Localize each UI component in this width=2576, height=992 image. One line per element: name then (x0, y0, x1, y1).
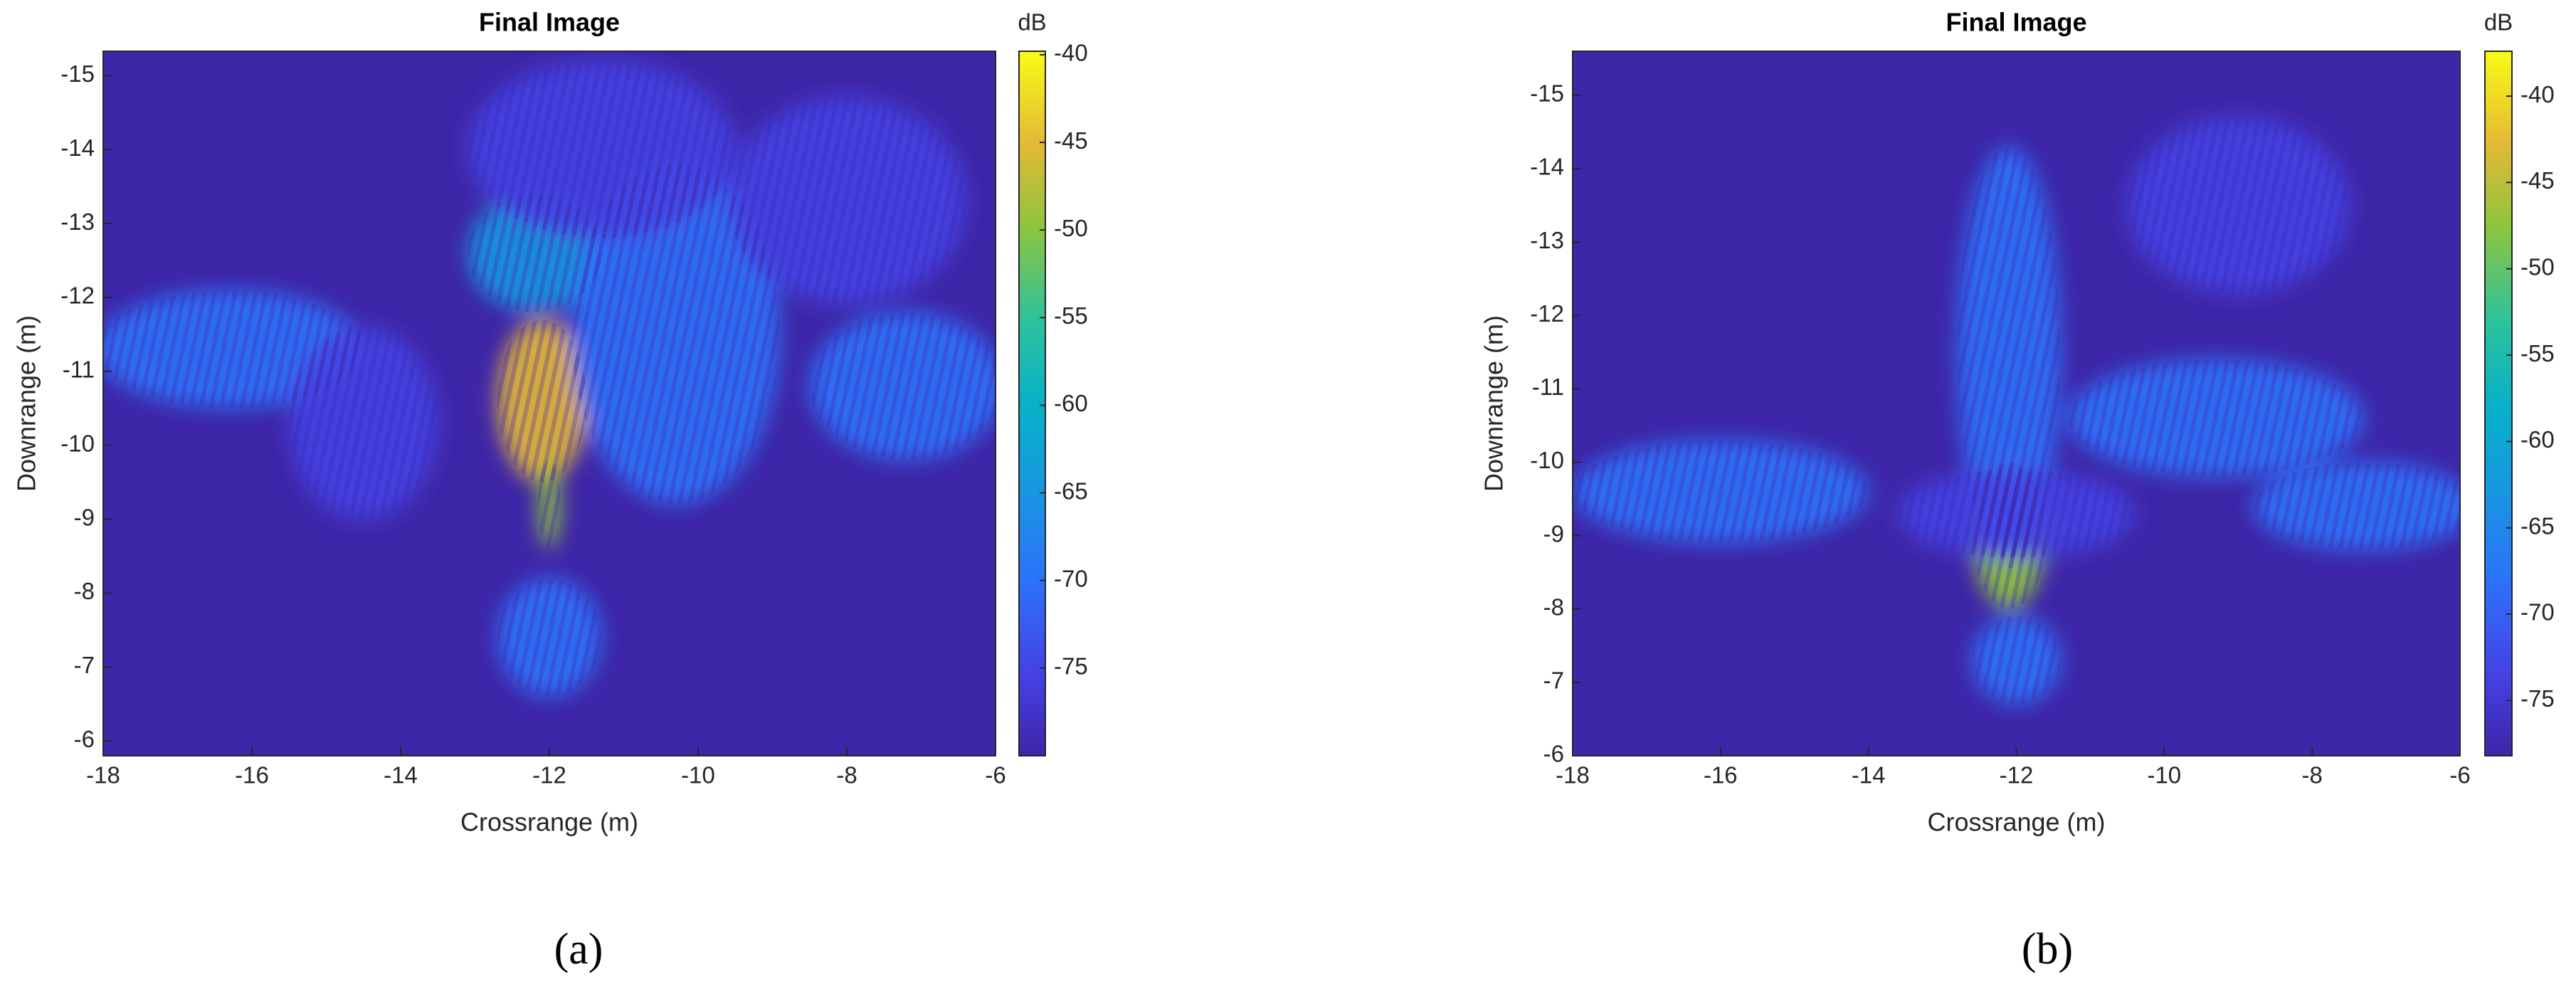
colorbar-tick-label: -60 (1054, 390, 1088, 416)
speckle (497, 578, 602, 697)
colorbar-tick-label: -70 (1054, 565, 1088, 591)
speckle (809, 312, 996, 460)
y-tick-label: -11 (63, 357, 95, 383)
speckle (1972, 616, 2061, 705)
panel-label: (a) (554, 925, 603, 973)
y-axis-label: Downrange (m) (1479, 315, 1509, 492)
colorbar-tick-label: -50 (1054, 215, 1088, 241)
y-tick-label: -6 (1543, 741, 1564, 767)
speckle (497, 320, 587, 482)
speckle (1957, 147, 2061, 558)
image-field (103, 60, 996, 697)
x-tick-label: -6 (2449, 762, 2470, 788)
x-axis-label: Crossrange (m) (460, 808, 638, 837)
y-tick-label: -14 (60, 134, 95, 161)
y-tick-label: -13 (1530, 227, 1564, 253)
x-tick-label: -14 (384, 762, 418, 788)
colorbar-tick-label: -55 (2520, 340, 2555, 366)
colorbar-label: dB (2484, 9, 2513, 36)
y-tick-label: -9 (74, 504, 95, 530)
y-tick-label: -9 (1543, 520, 1564, 547)
x-tick-label: -12 (2000, 762, 2034, 788)
y-tick-label: -13 (60, 209, 95, 235)
colorbar-tick-label: -65 (1054, 477, 1088, 504)
y-tick-label: -6 (74, 726, 95, 752)
speckle (2068, 359, 2364, 477)
colorbar-tick-label: -50 (2520, 253, 2555, 280)
y-tick-label: -8 (1543, 593, 1564, 620)
x-tick-label: -12 (532, 762, 566, 788)
speckle (1573, 440, 1869, 543)
y-tick-label: -15 (60, 60, 95, 87)
colorbar-tick-label: -55 (1054, 302, 1088, 329)
speckle (571, 164, 780, 505)
y-tick-label: -15 (1530, 80, 1564, 107)
colorbar (1018, 51, 1046, 756)
x-tick-label: -14 (1852, 762, 1886, 788)
y-tick-label: -7 (74, 652, 95, 678)
x-tick-label: -6 (985, 762, 1005, 788)
x-tick-label: -8 (836, 762, 857, 788)
colorbar-tick-label: -65 (2520, 512, 2555, 539)
y-tick-label: -10 (1530, 447, 1564, 473)
x-tick-label: -18 (1556, 762, 1590, 788)
x-tick-label: -8 (2301, 762, 2322, 788)
x-tick-label: -18 (86, 762, 120, 788)
speckle (2253, 462, 2460, 551)
y-tick-label: -14 (1530, 154, 1564, 180)
image-field (1573, 117, 2460, 705)
colorbar-tick-label: -40 (1054, 40, 1088, 66)
colorbar-tick-label: -75 (1054, 653, 1088, 680)
speckle (468, 60, 736, 238)
colorbar-tick-label: -70 (2520, 599, 2555, 626)
y-tick-label: -10 (60, 430, 95, 456)
colorbar-label: dB (1018, 9, 1046, 36)
colorbar-tick-label: -60 (2520, 426, 2555, 453)
x-tick-label: -10 (681, 762, 715, 788)
colorbar-tick-label: -45 (1054, 127, 1088, 154)
speckle (727, 97, 966, 305)
speckle (289, 327, 438, 519)
y-tick-label: -8 (74, 578, 95, 604)
speckle (2127, 117, 2350, 294)
chart-title: Final Image (1946, 8, 2086, 37)
y-tick-label: -12 (60, 283, 95, 309)
chart-title: Final Image (479, 8, 620, 37)
y-tick-label: -7 (1543, 668, 1564, 694)
x-tick-label: -16 (1704, 762, 1738, 788)
y-tick-label: -11 (1532, 374, 1564, 400)
speckle (1898, 469, 2135, 558)
y-tick-label: -12 (1530, 300, 1564, 327)
speckle (538, 460, 561, 549)
colorbar-tick-label: -45 (2520, 167, 2555, 194)
panel-label: (b) (2022, 925, 2073, 973)
y-axis-label: Downrange (m) (12, 315, 41, 492)
colorbar-tick-label: -75 (2520, 685, 2555, 712)
colorbar-tick-label: -40 (2520, 81, 2555, 107)
x-tick-label: -10 (2147, 762, 2181, 788)
x-axis-label: Crossrange (m) (1927, 808, 2105, 837)
colorbar (2484, 51, 2513, 756)
x-tick-label: -16 (235, 762, 269, 788)
